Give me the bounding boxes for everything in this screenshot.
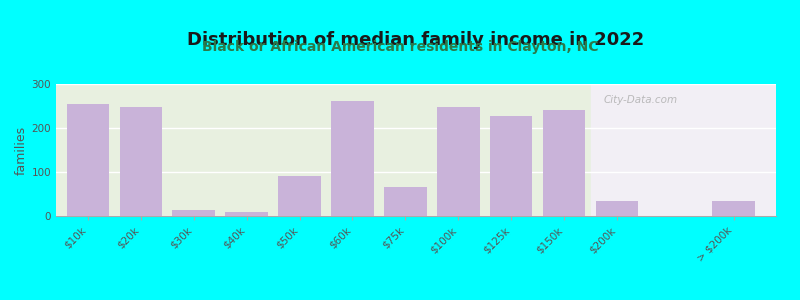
Bar — [278, 176, 321, 216]
Bar — [331, 101, 374, 216]
Bar — [384, 188, 426, 216]
Bar — [713, 201, 755, 216]
Bar — [173, 210, 215, 216]
Bar — [66, 104, 109, 216]
Bar — [119, 107, 162, 216]
Bar — [590, 84, 800, 216]
Text: Black or African American residents in Clayton, NC: Black or African American residents in C… — [202, 40, 598, 53]
Title: Distribution of median family income in 2022: Distribution of median family income in … — [187, 31, 645, 49]
Y-axis label: families: families — [14, 125, 27, 175]
Bar — [596, 201, 638, 216]
Bar — [543, 110, 586, 216]
Text: City-Data.com: City-Data.com — [603, 94, 678, 105]
Bar — [437, 107, 479, 216]
Bar — [490, 116, 533, 216]
Bar — [226, 212, 268, 216]
